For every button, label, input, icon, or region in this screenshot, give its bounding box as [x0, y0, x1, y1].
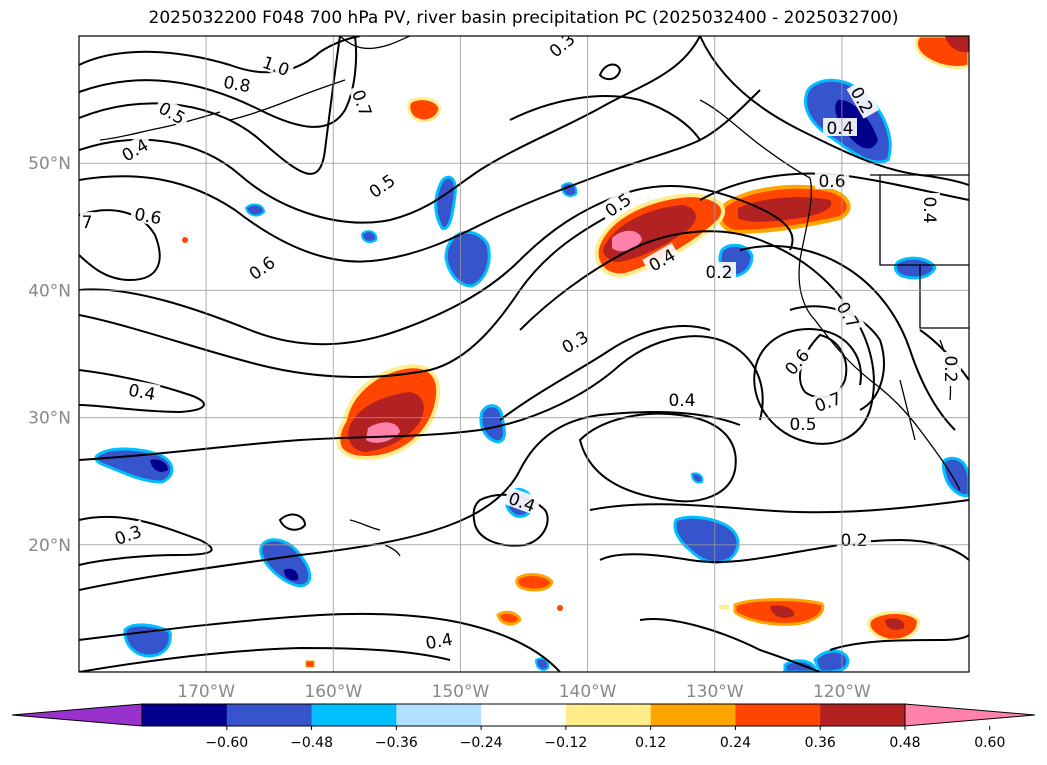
colorbar-extend-high — [904, 703, 1036, 727]
svg-text:0.5: 0.5 — [789, 415, 816, 435]
colorbar-bin — [311, 704, 397, 726]
colorbar-tick-label: −0.60 — [205, 735, 248, 751]
colorbar-tick-label: −0.36 — [375, 735, 418, 751]
lon-tick-label: 150°W — [432, 682, 490, 702]
colorbar-extend-low — [11, 703, 143, 727]
contour-label: 0.4 — [420, 628, 458, 654]
lon-tick-label: 170°W — [177, 682, 235, 702]
colorbar-tick-label: 0.36 — [805, 735, 836, 751]
precipitation-shading — [94, 36, 969, 672]
contour-label: 0.4 — [919, 193, 940, 227]
colorbar-bin — [481, 704, 567, 726]
lon-tick-label: 120°W — [813, 682, 871, 702]
colorbar-tick-label: 0.24 — [720, 735, 751, 751]
lat-tick-label: 20°N — [28, 536, 71, 556]
colorbar-bin — [142, 704, 228, 726]
colorbar-tick-label: −0.48 — [290, 735, 333, 751]
contour-label: 0.5 — [786, 414, 820, 435]
colorbar-bin — [735, 704, 821, 726]
longitude-labels: 170°W 160°W 150°W 140°W 130°W 120°W — [177, 682, 871, 702]
colorbar-bin — [565, 704, 652, 726]
svg-text:0.4: 0.4 — [919, 196, 939, 223]
colorbar-tick-label: 0.12 — [635, 735, 666, 751]
contour-label: 0.4 — [665, 390, 699, 411]
latitude-labels: 50°N 40°N 30°N 20°N — [28, 154, 71, 556]
lon-tick-label: 130°W — [686, 682, 744, 702]
map-gridlines — [79, 36, 969, 672]
contour-label: 0.2 — [837, 530, 871, 551]
svg-text:0.8: 0.8 — [222, 73, 252, 97]
contour-label: 0.5 — [153, 95, 192, 129]
contour-label: 0.6 — [129, 203, 167, 229]
svg-text:0.4: 0.4 — [826, 119, 853, 139]
contour-label: 7 — [80, 212, 94, 233]
chart-title: 2025032200 F048 700 hPa PV, river basin … — [148, 8, 899, 28]
svg-text:0.2: 0.2 — [940, 355, 960, 382]
colorbar-tick-label: 0.60 — [974, 735, 1005, 751]
colorbar: −0.60 −0.48 −0.36 −0.24 −0.12 0.12 0.24 0.36 0.4… — [11, 703, 1036, 751]
lon-tick-label: 140°W — [559, 682, 617, 702]
colorbar-tick-label: 0.48 — [889, 735, 920, 751]
contour-label: 0.4 — [123, 379, 161, 405]
lon-tick-label: 160°W — [304, 682, 362, 702]
colorbar-bin — [650, 704, 736, 726]
svg-text:0.2: 0.2 — [705, 263, 732, 283]
svg-text:0.6: 0.6 — [818, 172, 845, 192]
svg-text:0.4: 0.4 — [668, 391, 695, 411]
contour-label: 0.8 — [218, 71, 256, 97]
lat-tick-label: 30°N — [28, 409, 71, 429]
svg-text:0.4: 0.4 — [424, 630, 454, 654]
lat-tick-label: 40°N — [28, 281, 71, 301]
lat-tick-label: 50°N — [28, 154, 71, 174]
contour-label: 0.4 — [823, 118, 857, 139]
contour-label: 0.6 — [815, 171, 849, 192]
contour-labels: 1.00.80.5 0.70.40.670.50.60.50.4 0.20.30.4… — [80, 36, 961, 654]
svg-text:0.2: 0.2 — [840, 531, 867, 551]
coastlines — [99, 36, 969, 557]
svg-text:7: 7 — [82, 213, 93, 233]
colorbar-tick-label: −0.24 — [460, 735, 503, 751]
colorbar-bin — [820, 704, 906, 726]
svg-text:0.4: 0.4 — [127, 381, 157, 405]
colorbar-bin — [396, 704, 482, 726]
svg-text:0.6: 0.6 — [133, 205, 163, 229]
colorbar-tick-label: −0.12 — [544, 735, 587, 751]
pv-contours — [79, 36, 969, 672]
contour-label: 0.2 — [702, 262, 736, 283]
contour-label: 0.2 — [940, 352, 961, 386]
colorbar-bin — [226, 704, 313, 726]
map-frame — [78, 35, 970, 673]
